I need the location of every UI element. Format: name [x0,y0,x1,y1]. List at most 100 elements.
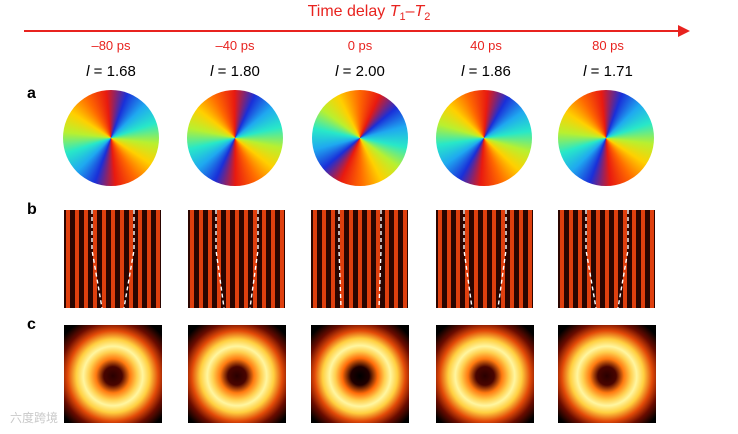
fringe-stripe [528,210,532,308]
l-label: l = 2.00 [335,63,385,80]
dislocation-guide [617,210,629,308]
t2-var: T [414,3,425,20]
intensity-ring [311,325,409,423]
fringe-stripe [129,210,133,308]
fringe-stripe [199,210,203,308]
axis-dash: – [405,3,415,20]
fringe-stripe [280,210,284,308]
delay-label: 80 ps [592,38,624,53]
fringe-stripe [66,210,70,308]
intensity-ring [436,325,534,423]
fringe-stripe [492,210,496,308]
fringe-stripe [226,210,230,308]
fringe-stripe [208,210,212,308]
fringe-pattern [558,210,655,308]
phase-map [63,90,159,186]
dislocation-guide [215,210,225,308]
row-label-b: b [27,201,37,218]
fringe-stripe [147,210,151,308]
dislocation-guide [338,210,342,308]
fringe-stripe [271,210,275,308]
fringe-stripe [253,210,257,308]
watermark: 六度跨境 [10,411,59,425]
dislocation-guide [91,210,103,308]
fringe-stripe [614,210,618,308]
fringe-stripe [632,210,636,308]
phase-map [187,90,283,186]
phase-map [558,90,654,186]
t1-sub: 1 [399,11,406,24]
phase-map [312,90,408,186]
l-label: l = 1.71 [583,63,633,80]
fringe-stripe [235,210,239,308]
fringe-stripe [650,210,654,308]
fringe-stripe [465,210,469,308]
intensity-ring [188,325,286,423]
intensity-ring [558,325,656,423]
fringe-stripe [519,210,523,308]
fringe-stripe [349,210,353,308]
fringe-stripe [447,210,451,308]
fringe-stripe [120,210,124,308]
fringe-stripe [93,210,97,308]
axis-title-prefix: Time delay [307,3,390,20]
dislocation-guide [378,210,382,308]
fringe-pattern [311,210,408,308]
t1-var: T [389,3,400,20]
fringe-stripe [102,210,106,308]
fringe-stripe [385,210,389,308]
fringe-stripe [438,210,442,308]
delay-label: –80 ps [91,38,131,53]
fringe-stripe [623,210,627,308]
fringe-stripe [376,210,380,308]
fringe-stripe [641,210,645,308]
fringe-stripe [474,210,478,308]
t2-sub: 2 [424,11,431,24]
fringe-stripe [190,210,194,308]
fringe-stripe [394,210,398,308]
fringe-stripe [111,210,115,308]
fringe-stripe [322,210,326,308]
fringe-stripe [138,210,142,308]
phase-map [436,90,532,186]
row-label-c: c [27,316,36,333]
delay-label: 0 ps [347,38,373,53]
fringe-pattern [64,210,161,308]
dislocation-guide [249,210,259,308]
fringe-stripe [578,210,582,308]
delay-label: 40 ps [470,38,502,53]
fringe-stripe [605,210,609,308]
fringe-stripe [596,210,600,308]
fringe-stripe [483,210,487,308]
l-label: l = 1.86 [461,63,511,80]
fringe-stripe [358,210,362,308]
l-label: l = 1.68 [86,63,136,80]
fringe-stripe [262,210,266,308]
fringe-stripe [75,210,79,308]
fringe-stripe [340,210,344,308]
delay-label: –40 ps [215,38,255,53]
fringe-stripe [156,210,160,308]
fringe-stripe [560,210,564,308]
fringe-stripe [569,210,573,308]
fringe-stripe [244,210,248,308]
fringe-stripe [331,210,335,308]
l-label: l = 1.80 [210,63,260,80]
dislocation-guide [497,210,507,308]
fringe-pattern [188,210,285,308]
fringe-stripe [84,210,88,308]
axis-title: Time delay T1–T2 [0,3,738,23]
row-label-a: a [27,85,36,102]
fringe-stripe [456,210,460,308]
fringe-stripe [510,210,514,308]
fringe-stripe [217,210,221,308]
time-delay-arrow [24,25,690,37]
dislocation-guide [123,210,135,308]
fringe-stripe [587,210,591,308]
fringe-stripe [501,210,505,308]
fringe-stripe [367,210,371,308]
intensity-ring [64,325,162,423]
fringe-stripe [403,210,407,308]
dislocation-guide [585,210,597,308]
